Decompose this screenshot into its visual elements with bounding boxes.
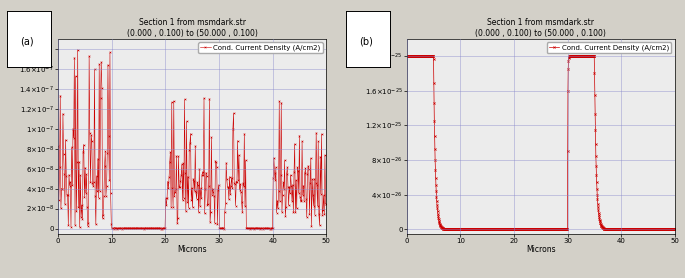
Line: Cond. Current Density (A/cm2): Cond. Current Density (A/cm2) (406, 55, 676, 230)
Cond. Current Density (A/cm2) (322, 203, 330, 206)
Cond. Current Density (A/cm2) (87, 134, 95, 137)
Cond. Current Density (A/cm2) (158, 227, 166, 230)
Cond. Current Density (A/cm2) (73, 48, 82, 51)
Cond. Current Density (A/cm2) (142, 227, 150, 230)
Legend: Cond. Current Density (A/cm2): Cond. Current Density (A/cm2) (547, 42, 671, 53)
Cond. Current Density (A/cm2) (430, 101, 438, 105)
Cond. Current Density (A/cm2) (634, 227, 642, 231)
Cond. Current Density (A/cm2) (616, 227, 625, 231)
X-axis label: Microns: Microns (526, 245, 556, 254)
Title: Section 1 from msmdark.str
(0.000 , 0.100) to (50.000 , 0.100): Section 1 from msmdark.str (0.000 , 0.10… (127, 18, 258, 38)
Cond. Current Density (A/cm2) (521, 227, 529, 231)
Cond. Current Density (A/cm2) (162, 197, 170, 200)
X-axis label: Microns: Microns (177, 245, 207, 254)
Text: (b): (b) (359, 37, 373, 47)
Cond. Current Density (A/cm2) (403, 54, 411, 58)
Cond. Current Density (A/cm2) (250, 227, 258, 230)
Cond. Current Density (A/cm2) (54, 145, 62, 148)
Cond. Current Density (A/cm2) (612, 227, 620, 231)
Cond. Current Density (A/cm2) (671, 227, 679, 231)
Cond. Current Density (A/cm2) (224, 185, 232, 188)
Cond. Current Density (A/cm2) (249, 227, 257, 230)
Cond. Current Density (A/cm2) (586, 54, 595, 58)
Title: Section 1 from msmdark.str
(0.000 , 0.100) to (50.000 , 0.100): Section 1 from msmdark.str (0.000 , 0.10… (475, 18, 606, 38)
Line: Cond. Current Density (A/cm2): Cond. Current Density (A/cm2) (58, 49, 327, 229)
Legend: Cond. Current Density (A/cm2): Cond. Current Density (A/cm2) (198, 42, 323, 53)
Cond. Current Density (A/cm2) (511, 227, 519, 231)
Text: (a): (a) (20, 37, 34, 47)
